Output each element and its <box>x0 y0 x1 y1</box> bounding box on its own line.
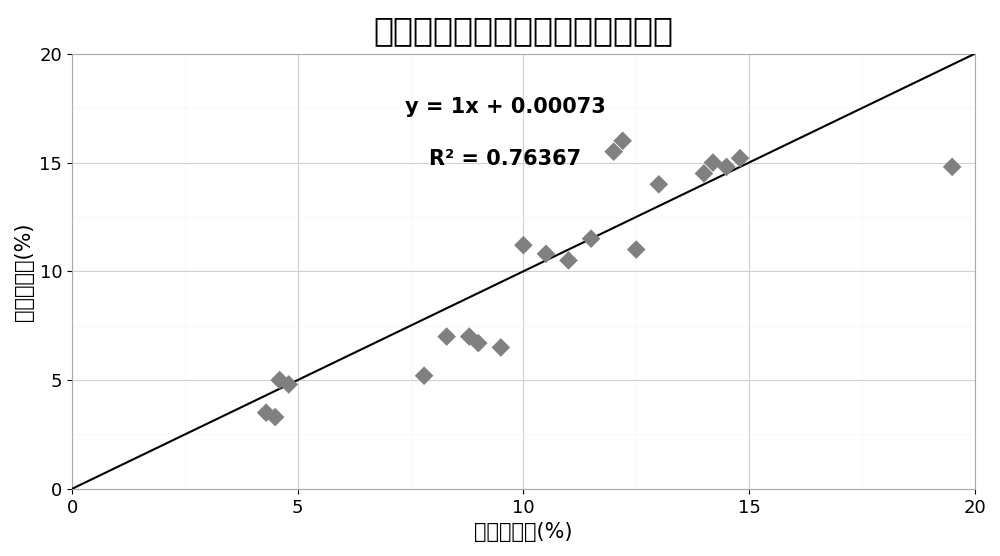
Point <box>718 162 734 171</box>
Point <box>732 154 748 163</box>
Text: R² = 0.76367: R² = 0.76367 <box>429 150 581 170</box>
Point <box>583 234 599 243</box>
Point <box>606 147 622 156</box>
Y-axis label: 实测孔隙度(%): 实测孔隙度(%) <box>14 222 34 321</box>
Point <box>944 162 960 171</box>
Point <box>272 376 288 385</box>
Point <box>538 250 554 259</box>
Point <box>615 136 631 145</box>
X-axis label: 预测孔隙度(%): 预测孔隙度(%) <box>474 522 573 542</box>
Title: 反射率预测与实测孔隙度相关关系: 反射率预测与实测孔隙度相关关系 <box>373 14 673 47</box>
Point <box>461 332 477 341</box>
Point <box>470 339 486 348</box>
Text: y = 1x + 0.00073: y = 1x + 0.00073 <box>405 97 606 117</box>
Point <box>705 158 721 167</box>
Point <box>416 371 432 380</box>
Point <box>439 332 455 341</box>
Point <box>493 343 509 352</box>
Point <box>515 241 531 250</box>
Point <box>281 380 297 389</box>
Point <box>267 413 283 421</box>
Point <box>561 256 577 265</box>
Point <box>258 408 274 417</box>
Point <box>651 180 667 188</box>
Point <box>696 169 712 178</box>
Point <box>628 245 644 254</box>
